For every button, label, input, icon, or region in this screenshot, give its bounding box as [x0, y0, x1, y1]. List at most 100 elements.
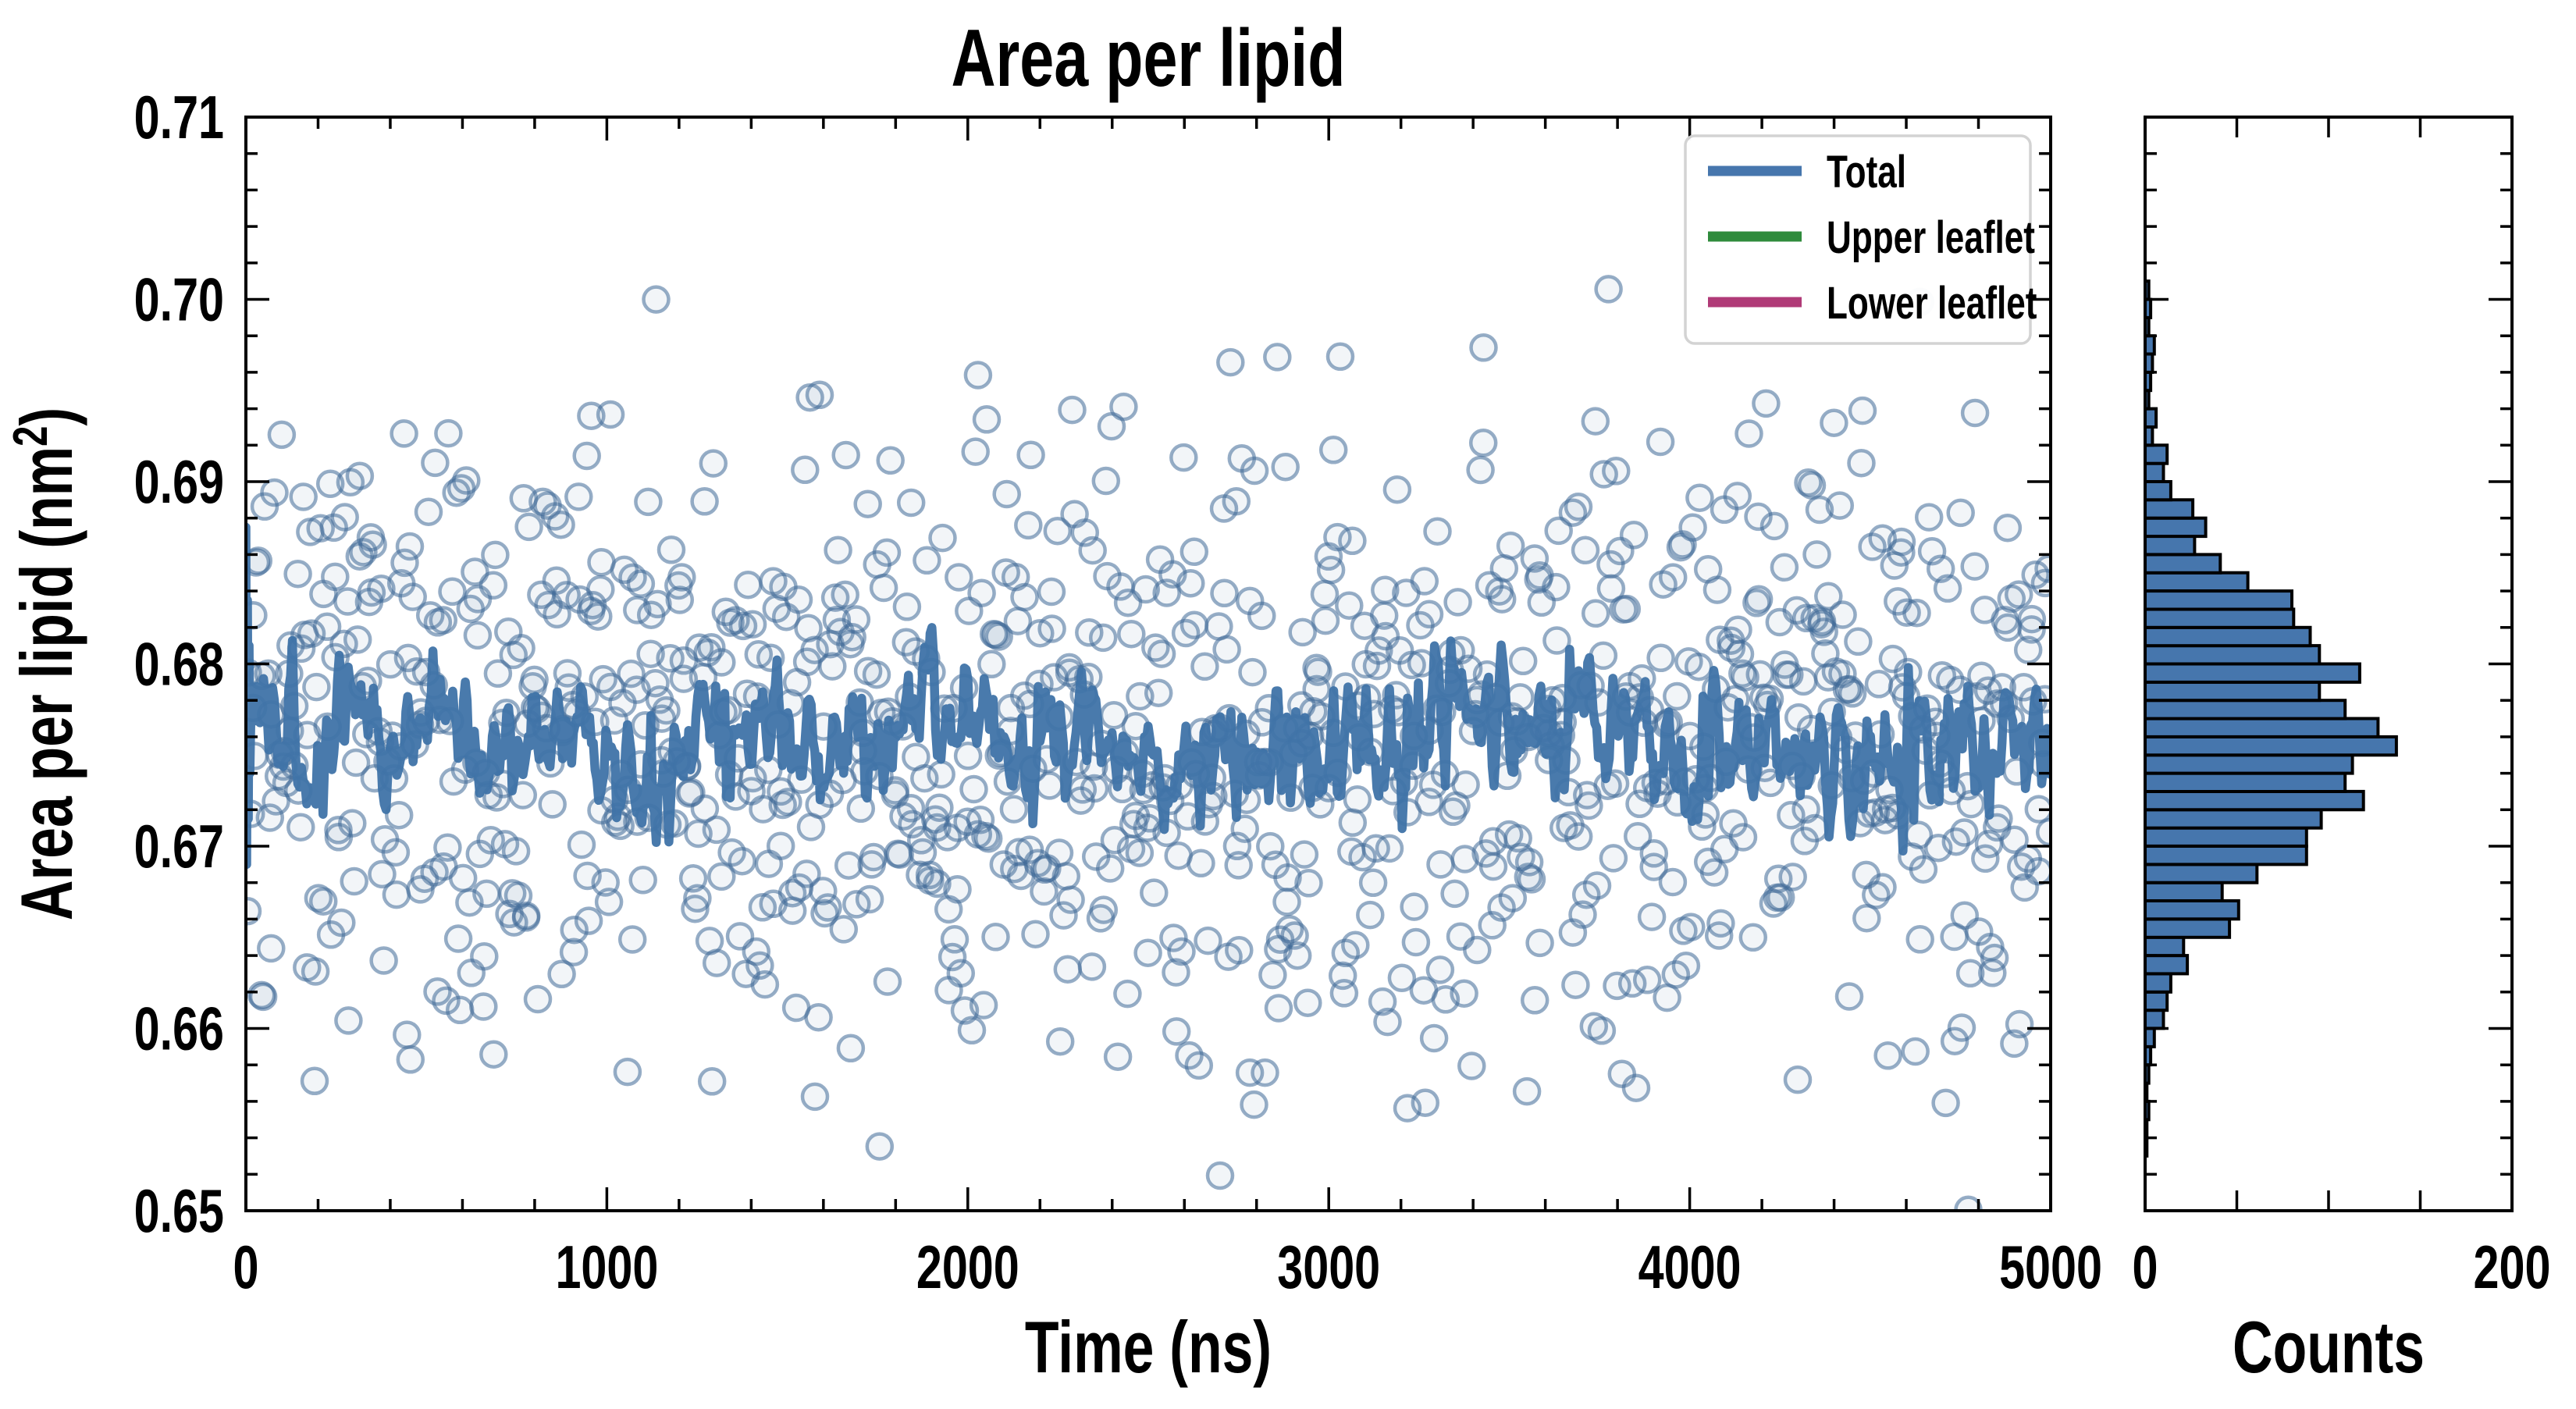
- scatter-point: [1960, 552, 1989, 581]
- scatter-point: [1723, 482, 1752, 511]
- counts-axis-label: Counts: [2233, 1305, 2425, 1388]
- scatter-point: [1450, 979, 1478, 1008]
- scatter-point: [834, 851, 863, 880]
- scatter-point: [1487, 585, 1517, 614]
- scatter-point: [538, 790, 567, 819]
- scatter-point: [1125, 838, 1155, 867]
- scatter-point: [855, 884, 884, 914]
- scatter-point: [1159, 923, 1188, 952]
- scatter-point: [1397, 650, 1426, 680]
- y-tick-label-group: 0.71: [134, 83, 224, 151]
- scatter-point: [1544, 516, 1573, 546]
- scatter-point: [368, 859, 397, 889]
- scatter-point: [2004, 580, 2033, 609]
- scatter-point: [1382, 475, 1412, 504]
- scatter-point: [358, 530, 387, 559]
- histogram-bar: [2144, 461, 2165, 483]
- scatter-point: [560, 915, 589, 945]
- scatter-point: [1051, 862, 1081, 891]
- scatter-point: [448, 863, 478, 893]
- scatter-point: [1797, 471, 1827, 500]
- scatter-point: [1080, 774, 1109, 803]
- scatter-point: [1663, 681, 1692, 711]
- histogram-bar: [2144, 972, 2172, 994]
- scatter-point: [1770, 553, 1799, 582]
- scatter-point: [945, 563, 973, 592]
- scatter-point: [1950, 818, 1979, 847]
- scatter-point: [1053, 955, 1083, 984]
- scatter-point: [1419, 1023, 1449, 1053]
- scatter-point: [1240, 456, 1269, 486]
- y-axis-label-superscript: 2: [3, 426, 58, 447]
- scatter-point: [470, 941, 499, 971]
- scatter-point: [1646, 427, 1675, 457]
- scatter-point: [483, 659, 513, 688]
- histogram-bar: [2144, 535, 2197, 557]
- legend-label-total: Total: [1827, 146, 1906, 197]
- scatter-point: [961, 437, 990, 466]
- histogram-bar: [2144, 789, 2365, 812]
- scatter-point: [1909, 855, 1938, 884]
- scatter-point: [628, 866, 657, 895]
- scatter-point: [1109, 392, 1138, 422]
- scatter-point: [738, 610, 767, 639]
- scatter-point: [617, 925, 647, 954]
- scatter-point: [1216, 347, 1245, 377]
- scatter-point: [1646, 643, 1675, 673]
- scatter-point: [1960, 398, 1990, 428]
- scatter-point: [896, 488, 926, 518]
- scatter-point: [584, 602, 613, 631]
- scatter-point: [841, 605, 871, 634]
- histogram-bar: [2144, 753, 2354, 775]
- scatter-point: [369, 946, 398, 975]
- scatter-point: [766, 831, 795, 860]
- histogram-bar: [2144, 990, 2169, 1012]
- scatter-point: [1037, 577, 1066, 607]
- scatter-point: [1653, 983, 1681, 1012]
- scatter-point: [824, 535, 852, 564]
- scatter-point: [1838, 679, 1867, 708]
- scatter-point: [697, 632, 726, 662]
- histogram-bar: [2144, 935, 2186, 958]
- scatter-point: [381, 838, 411, 867]
- scatter-point: [697, 1067, 727, 1096]
- scatter-point: [507, 634, 535, 663]
- scatter-point: [1728, 823, 1758, 852]
- scatter-point: [1848, 396, 1877, 425]
- scatter-point: [925, 793, 954, 822]
- scatter-point: [1414, 600, 1444, 629]
- y-tick-label-group: 0.68: [134, 630, 224, 699]
- scatter-point: [1240, 1090, 1268, 1119]
- y-axis-label-text: Area per lipid (nm: [5, 447, 87, 920]
- scatter-point: [1496, 531, 1525, 560]
- scatter-point: [892, 592, 922, 621]
- scatter-point: [984, 622, 1013, 651]
- scatter-point: [774, 788, 802, 817]
- scatter-point: [1272, 888, 1301, 916]
- scatter-point: [1212, 635, 1241, 664]
- scatter-point: [469, 992, 498, 1021]
- scatter-point: [1744, 585, 1774, 614]
- scatter-point: [992, 479, 1021, 509]
- scatter-point: [1049, 901, 1078, 930]
- scatter-point: [1571, 535, 1600, 565]
- scatter-point: [836, 1034, 866, 1063]
- scatter-point: [1678, 513, 1707, 542]
- scatter-point: [728, 611, 758, 641]
- scatter-point: [1914, 503, 1944, 532]
- scatter-point: [567, 830, 596, 859]
- scatter-point: [1190, 652, 1219, 681]
- scatter-point: [1508, 646, 1538, 676]
- scatter-point: [643, 589, 672, 619]
- scatter-point: [2024, 856, 2051, 886]
- legend-label-upper-leaflet: Upper leaflet: [1827, 212, 2035, 262]
- scatter-point: [390, 548, 419, 578]
- scatter-point: [1316, 555, 1346, 585]
- scatter-point: [683, 884, 712, 913]
- histogram-bar: [2144, 771, 2347, 793]
- scatter-point: [1802, 540, 1831, 569]
- legend-layer: Total Upper leaflet Lower leaflet: [1684, 134, 2037, 345]
- scatter-point: [800, 635, 829, 664]
- scatter-point: [617, 659, 646, 688]
- scatter-point: [681, 894, 710, 923]
